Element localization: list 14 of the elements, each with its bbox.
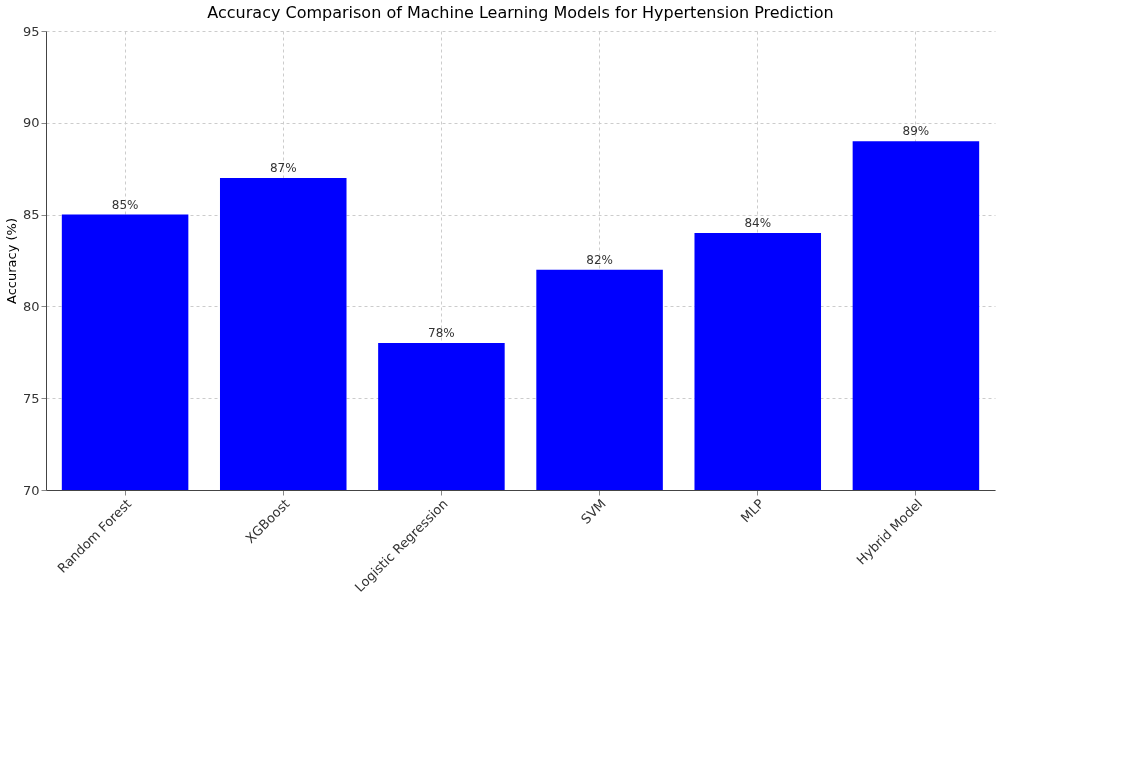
y-tick-label: 80	[22, 298, 40, 314]
y-axis-title: Accuracy (%)	[3, 218, 19, 304]
data-label: 84%	[744, 215, 772, 230]
y-tick-label: 75	[22, 390, 40, 406]
data-label: 85%	[111, 197, 139, 212]
data-label: 82%	[586, 252, 613, 267]
chart-title: Accuracy Comparison of Machine Learning Models for Hypertension Prediction	[207, 3, 834, 22]
data-label: 78%	[428, 326, 455, 341]
y-tick-label: 85	[22, 207, 40, 223]
data-label: 89%	[902, 124, 930, 139]
y-tick-label: 90	[22, 115, 40, 131]
data-label: 87%	[269, 160, 297, 175]
y-tick-label: 70	[22, 482, 40, 498]
y-tick-label: 95	[22, 23, 40, 39]
